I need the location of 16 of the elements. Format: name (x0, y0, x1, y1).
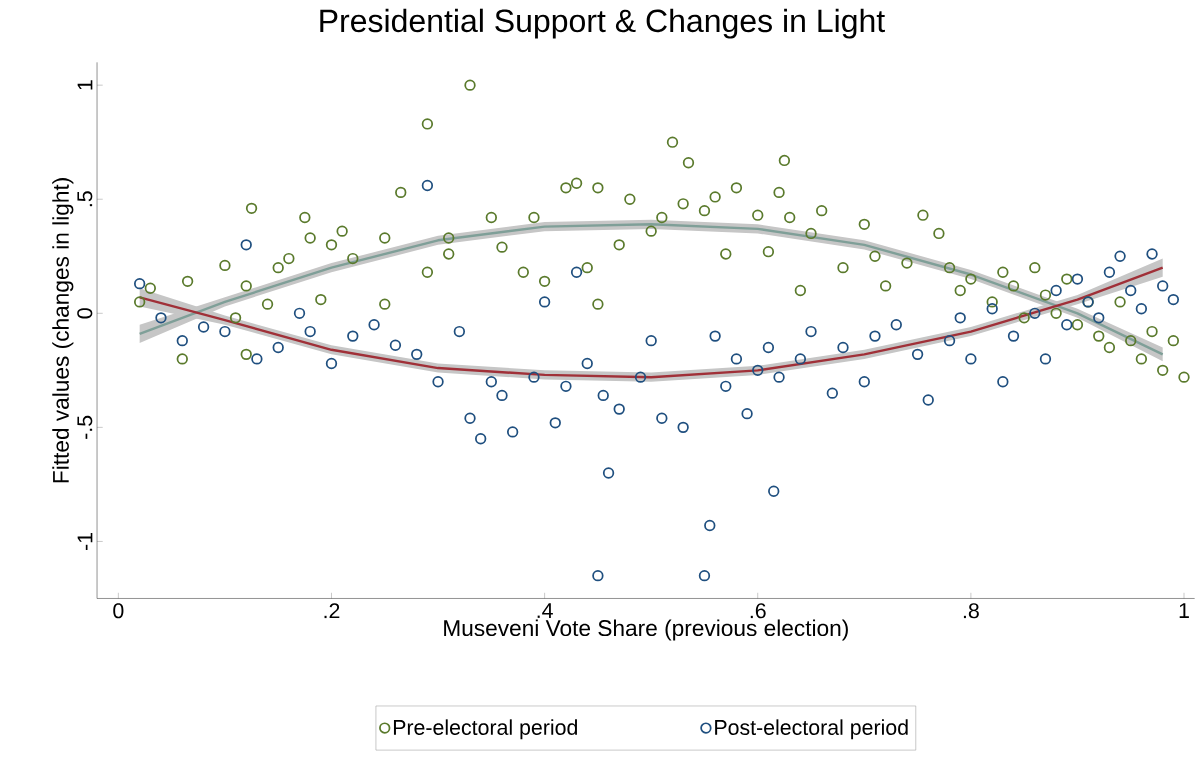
x-tick-label: 0 (113, 603, 124, 619)
chart-title: Presidential Support & Changes in Light (320, 8, 885, 39)
legend-label: Pre-electoral period (393, 719, 577, 740)
y-tick-label: -.5 (77, 416, 93, 440)
x-tick-label: .4 (537, 603, 553, 619)
x-tick-label: 1 (1179, 603, 1189, 619)
legend-label: Post-electoral period (715, 719, 908, 740)
y-tick-label: -1 (77, 533, 93, 551)
y-tick-label: 1 (77, 80, 93, 90)
y-axis-title: Fitted values (changes in light) (52, 178, 74, 483)
x-tick-label: .2 (324, 603, 340, 619)
y-tick-label: .5 (77, 191, 93, 207)
x-axis-title: Museveni Vote Share (previous election) (444, 619, 848, 641)
x-tick-label: .6 (750, 603, 766, 619)
x-tick-label: .8 (963, 603, 979, 619)
y-tick-label: 0 (77, 308, 93, 319)
